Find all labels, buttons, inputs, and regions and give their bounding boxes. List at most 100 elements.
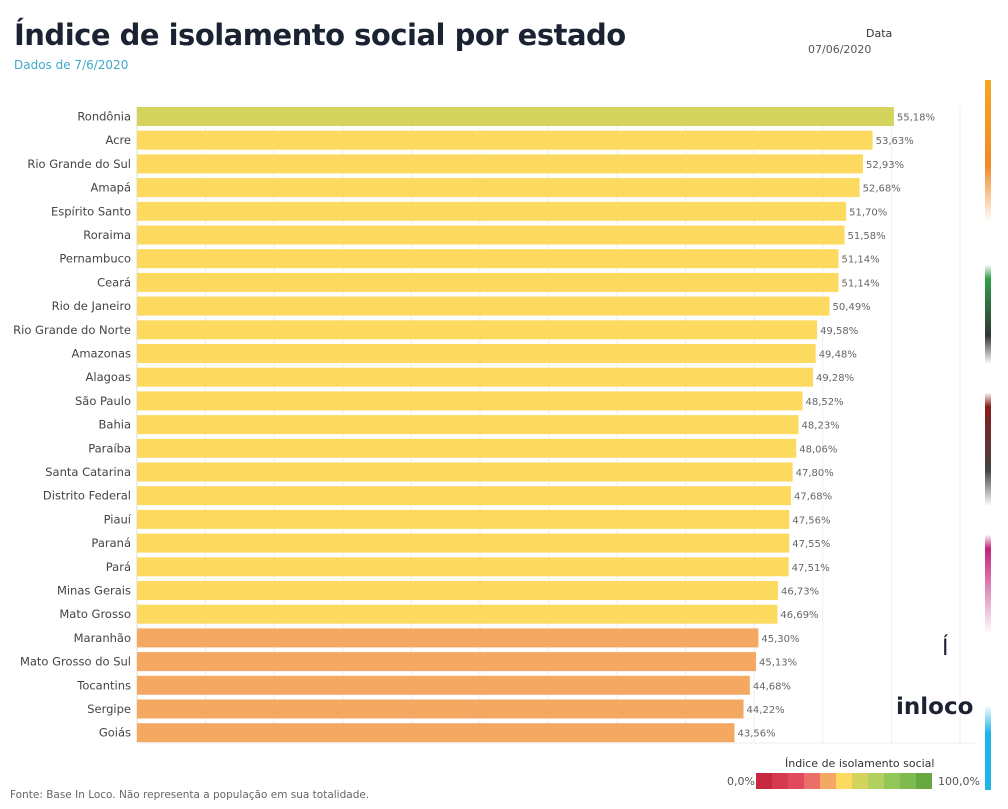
category-label: Minas Gerais <box>57 584 131 598</box>
footer-source: Fonte: Base In Loco. Não representa a po… <box>10 789 370 801</box>
category-label: Rondônia <box>77 110 131 124</box>
bar[interactable] <box>137 272 839 292</box>
value-label: 45,30% <box>761 634 799 645</box>
value-label: 48,23% <box>802 421 840 432</box>
bar[interactable] <box>137 178 860 198</box>
legend-swatch <box>756 773 772 789</box>
value-label: 55,18% <box>897 113 935 124</box>
value-label: 52,68% <box>863 184 901 195</box>
legend-swatch <box>884 773 900 789</box>
bar[interactable] <box>137 344 816 363</box>
bar[interactable] <box>137 509 790 529</box>
value-label: 47,68% <box>794 492 832 503</box>
value-label: 46,69% <box>780 610 818 621</box>
bar[interactable] <box>137 367 813 387</box>
date-filter-value[interactable]: 07/06/2020 <box>808 43 872 56</box>
bar[interactable] <box>137 107 894 126</box>
category-label: Amapá <box>91 181 131 195</box>
bar[interactable] <box>137 249 839 269</box>
value-label: 43,56% <box>737 729 775 740</box>
category-label: Tocantins <box>76 678 131 692</box>
bar[interactable] <box>137 391 803 411</box>
bar[interactable] <box>137 723 735 743</box>
value-label: 49,28% <box>816 373 854 384</box>
legend-swatch <box>852 773 868 789</box>
bar[interactable] <box>137 486 792 506</box>
bar[interactable] <box>137 438 797 458</box>
category-label: Amazonas <box>71 347 131 361</box>
bar[interactable] <box>137 296 830 316</box>
bar[interactable] <box>137 652 757 672</box>
legend-color-scale <box>756 773 932 789</box>
category-label: Piauí <box>104 512 132 526</box>
date-filter-label: Data <box>866 27 893 40</box>
bar[interactable] <box>137 201 847 221</box>
legend-swatch <box>900 773 916 789</box>
value-label: 44,68% <box>753 681 791 692</box>
category-label: Rio de Janeiro <box>52 299 131 313</box>
page-subtitle: Dados de 7/6/2020 <box>14 58 129 72</box>
bar[interactable] <box>137 581 778 600</box>
value-label: 49,48% <box>819 350 857 361</box>
legend-swatch <box>772 773 788 789</box>
category-label: São Paulo <box>75 394 131 408</box>
category-label: Bahia <box>99 418 131 432</box>
category-label: Acre <box>105 133 131 147</box>
value-label: 44,22% <box>747 705 785 716</box>
value-label: 47,51% <box>792 563 830 574</box>
logo-accent: Í <box>942 636 949 661</box>
legend-swatch <box>788 773 804 789</box>
side-decoration-strip <box>985 80 991 790</box>
bar[interactable] <box>137 225 845 245</box>
legend-swatch <box>836 773 852 789</box>
category-label: Rio Grande do Sul <box>27 157 131 171</box>
inloco-logo: inloco <box>896 694 974 720</box>
category-label: Mato Grosso <box>59 607 131 621</box>
category-label: Ceará <box>97 275 131 289</box>
bar[interactable] <box>137 415 799 435</box>
legend-max: 100,0% <box>938 775 980 788</box>
bar[interactable] <box>137 130 873 150</box>
category-label: Pará <box>106 560 131 574</box>
value-label: 51,58% <box>848 231 886 242</box>
legend-swatch <box>868 773 884 789</box>
value-label: 49,58% <box>820 326 858 337</box>
category-label: Goiás <box>99 726 131 740</box>
category-label: Paraná <box>91 536 131 550</box>
legend-swatch <box>804 773 820 789</box>
value-label: 46,73% <box>781 587 819 598</box>
bar[interactable] <box>137 154 864 174</box>
bar[interactable] <box>137 699 744 719</box>
value-label: 48,52% <box>806 397 844 408</box>
value-label: 47,55% <box>792 539 830 550</box>
value-label: 50,49% <box>833 302 871 313</box>
bar[interactable] <box>137 675 750 695</box>
bar[interactable] <box>137 628 759 648</box>
legend-min: 0,0% <box>727 775 755 788</box>
legend-title: Índice de isolamento social <box>785 757 935 770</box>
value-label: 47,80% <box>796 468 834 479</box>
category-label: Alagoas <box>86 370 131 384</box>
value-label: 53,63% <box>876 136 914 147</box>
value-label: 51,70% <box>849 207 887 218</box>
category-label: Rio Grande do Norte <box>13 323 131 337</box>
category-label: Mato Grosso do Sul <box>20 655 131 669</box>
bar[interactable] <box>137 557 789 577</box>
bar[interactable] <box>137 320 818 340</box>
bar[interactable] <box>137 462 793 482</box>
category-label: Paraíba <box>88 441 131 455</box>
value-label: 51,14% <box>841 255 879 266</box>
value-label: 48,06% <box>799 444 837 455</box>
category-label: Espírito Santo <box>51 204 131 218</box>
value-label: 47,56% <box>792 515 830 526</box>
legend-swatch <box>916 773 932 789</box>
value-label: 51,14% <box>841 278 879 289</box>
category-label: Roraima <box>83 228 131 242</box>
category-label: Pernambuco <box>59 252 131 266</box>
value-label: 52,93% <box>866 160 904 171</box>
bar[interactable] <box>137 533 790 553</box>
category-label: Distrito Federal <box>43 489 131 503</box>
bar-chart: Rondônia 55,18% Acre 53,63% Rio Grande do Su… <box>13 107 975 744</box>
bar[interactable] <box>137 604 778 624</box>
value-label: 45,13% <box>759 658 797 669</box>
